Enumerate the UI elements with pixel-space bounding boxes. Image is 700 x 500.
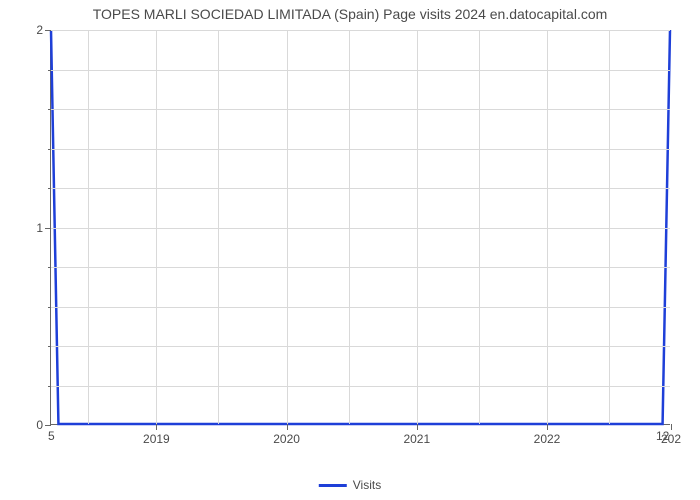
- gridline-vertical: [609, 30, 610, 424]
- corner-label-top-right: 12: [656, 429, 669, 443]
- gridline-horizontal-minor: [51, 109, 670, 110]
- corner-label-top-left: 5: [48, 429, 55, 443]
- ytick-mark-minor: [48, 70, 51, 71]
- xtick-label: 2022: [534, 424, 561, 446]
- ytick-mark-minor: [48, 386, 51, 387]
- gridline-vertical: [88, 30, 89, 424]
- xtick-label: 2019: [143, 424, 170, 446]
- plot-area: 0122019202020212022202: [50, 30, 670, 425]
- gridline-horizontal-minor: [51, 70, 670, 71]
- gridline-vertical: [287, 30, 288, 424]
- legend: Visits: [319, 478, 381, 492]
- gridline-vertical: [349, 30, 350, 424]
- gridline-horizontal-minor: [51, 346, 670, 347]
- ytick-mark-minor: [48, 149, 51, 150]
- ytick-label: 2: [36, 23, 51, 37]
- gridline-horizontal-minor: [51, 267, 670, 268]
- xtick-label: 2021: [403, 424, 430, 446]
- gridline-vertical: [479, 30, 480, 424]
- gridline-horizontal-minor: [51, 149, 670, 150]
- ytick-mark-minor: [48, 267, 51, 268]
- gridline-vertical: [156, 30, 157, 424]
- chart-container: TOPES MARLI SOCIEDAD LIMITADA (Spain) Pa…: [0, 0, 700, 500]
- gridline-horizontal-minor: [51, 386, 670, 387]
- gridline-horizontal-minor: [51, 307, 670, 308]
- gridline-vertical: [417, 30, 418, 424]
- gridline-horizontal-minor: [51, 188, 670, 189]
- ytick-mark-minor: [48, 109, 51, 110]
- gridline-vertical: [218, 30, 219, 424]
- legend-swatch-visits: [319, 484, 347, 487]
- ytick-mark-minor: [48, 188, 51, 189]
- gridline-vertical: [547, 30, 548, 424]
- xtick-label: 2020: [273, 424, 300, 446]
- gridline-horizontal: [51, 228, 670, 229]
- ytick-mark-minor: [48, 307, 51, 308]
- ytick-mark-minor: [48, 346, 51, 347]
- gridline-horizontal: [51, 30, 670, 31]
- ytick-label: 1: [36, 221, 51, 235]
- legend-label-visits: Visits: [353, 478, 381, 492]
- chart-title: TOPES MARLI SOCIEDAD LIMITADA (Spain) Pa…: [0, 6, 700, 22]
